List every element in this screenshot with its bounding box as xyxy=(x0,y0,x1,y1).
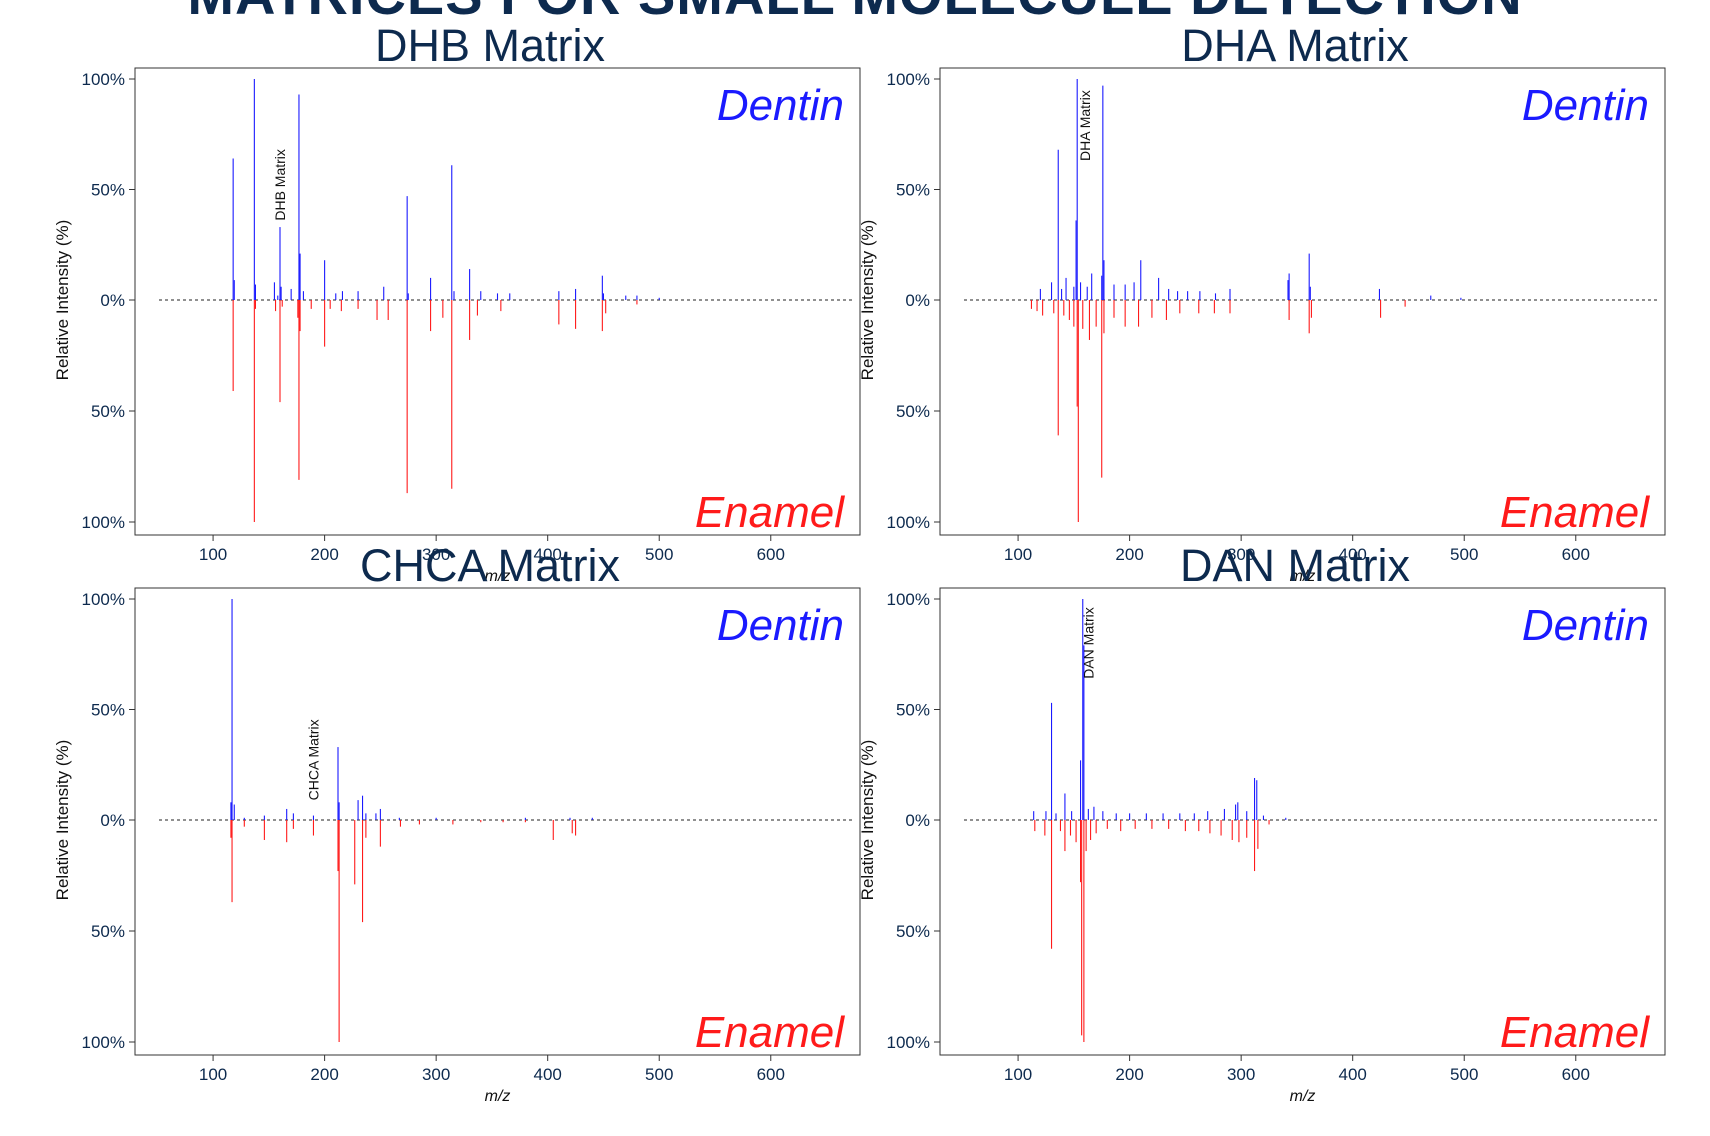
y-axis-label: Relative Intensity (%) xyxy=(53,220,72,381)
x-tick-label: 500 xyxy=(1450,1065,1478,1084)
x-tick-label: 200 xyxy=(1115,545,1143,564)
legend-dentin: Dentin xyxy=(717,601,844,650)
x-tick-label: 200 xyxy=(1115,1065,1143,1084)
legend-enamel: Enamel xyxy=(695,1008,845,1057)
x-tick-label: 600 xyxy=(1562,545,1590,564)
y-tick-label: 50% xyxy=(91,701,125,720)
y-tick-label: 100% xyxy=(887,70,930,89)
x-axis-label: m/z xyxy=(1290,568,1316,585)
legend-dentin: Dentin xyxy=(1522,81,1649,130)
matrix-annotation: CHCA Matrix xyxy=(305,719,321,800)
chart-panel-dan: DAN Matrix 100% 50% 0% 50% 100% Relative Inte… xyxy=(805,540,1685,1112)
chart-title: DHA Matrix xyxy=(1181,20,1409,71)
x-tick-label: 600 xyxy=(757,1065,785,1084)
x-tick-label: 100 xyxy=(1004,545,1032,564)
x-tick-label: 400 xyxy=(1339,1065,1367,1084)
y-tick-label: 100% xyxy=(82,590,125,609)
x-tick-label: 300 xyxy=(422,1065,450,1084)
y-tick-label: 0% xyxy=(905,811,930,830)
chart-title: DHB Matrix xyxy=(374,20,605,71)
x-tick-label: 200 xyxy=(310,545,338,564)
y-tick-label: 50% xyxy=(896,922,930,941)
x-tick-label: 400 xyxy=(534,545,562,564)
y-axis-label: Relative Intensity (%) xyxy=(53,740,72,901)
y-tick-label: 0% xyxy=(905,291,930,310)
x-tick-label: 600 xyxy=(757,545,785,564)
y-tick-label: 50% xyxy=(896,701,930,720)
legend-dentin: Dentin xyxy=(1522,601,1649,650)
plot-frame xyxy=(939,587,1666,1056)
legend-enamel: Enamel xyxy=(695,488,845,537)
chart-panel-dha: DHA Matrix 100% 50% 0% 50% 100% Relative Inte… xyxy=(805,20,1685,592)
x-tick-label: 300 xyxy=(1227,1065,1255,1084)
matrix-annotation: DAN Matrix xyxy=(1080,607,1096,679)
y-tick-label: 50% xyxy=(896,402,930,421)
spectrum-chart: 100% 50% 0% 50% 100% Relative Intensity (%) 10… xyxy=(858,67,1666,585)
y-tick-label: 100% xyxy=(887,513,930,532)
y-tick-label: 0% xyxy=(100,811,125,830)
x-tick-label: 500 xyxy=(645,545,673,564)
x-tick-label: 400 xyxy=(1339,545,1367,564)
y-axis-label: Relative Intensity (%) xyxy=(858,740,877,901)
legend-enamel: Enamel xyxy=(1500,1008,1650,1057)
y-tick-label: 100% xyxy=(82,1033,125,1052)
spectrum-chart: 100% 50% 0% 50% 100% Relative Intensity (%) 10… xyxy=(858,587,1666,1105)
y-tick-label: 0% xyxy=(100,291,125,310)
legend-dentin: Dentin xyxy=(717,81,844,130)
y-axis-label: Relative Intensity (%) xyxy=(858,220,877,381)
y-tick-label: 50% xyxy=(896,181,930,200)
x-tick-label: 500 xyxy=(1450,545,1478,564)
x-tick-label: 100 xyxy=(199,1065,227,1084)
chart-panel-dhb: DHB Matrix 100% 50% 0% 50% 100% Relative Inte… xyxy=(0,20,880,592)
y-tick-label: 50% xyxy=(91,402,125,421)
page-banner: MATRICES FOR SMALL MOLECULE DETECTION xyxy=(0,0,1710,27)
x-tick-label: 200 xyxy=(310,1065,338,1084)
y-tick-label: 50% xyxy=(91,922,125,941)
x-tick-label: 500 xyxy=(645,1065,673,1084)
x-tick-label: 300 xyxy=(1227,545,1255,564)
chart-panel-chca: CHCA Matrix 100% 50% 0% 50% 100% Relative Int… xyxy=(0,540,880,1112)
spectrum-chart: 100% 50% 0% 50% 100% Relative Intensity (%) 10… xyxy=(53,587,861,1105)
x-tick-label: 400 xyxy=(534,1065,562,1084)
plot-frame xyxy=(939,67,1666,536)
plot-frame xyxy=(134,67,861,536)
chart-title: CHCA Matrix xyxy=(359,540,621,591)
x-axis-label: m/z xyxy=(485,1088,511,1105)
spectrum-chart: 100% 50% 0% 50% 100% Relative Intensity (%) 10… xyxy=(53,67,861,585)
y-tick-label: 100% xyxy=(887,1033,930,1052)
x-tick-label: 300 xyxy=(422,545,450,564)
y-tick-label: 50% xyxy=(91,181,125,200)
y-tick-label: 100% xyxy=(82,70,125,89)
x-axis-label: m/z xyxy=(1290,1088,1316,1105)
matrix-annotation: DHA Matrix xyxy=(1077,90,1093,161)
matrix-annotation: DHB Matrix xyxy=(272,149,288,221)
legend-enamel: Enamel xyxy=(1500,488,1650,537)
x-tick-label: 100 xyxy=(1004,1065,1032,1084)
y-tick-label: 100% xyxy=(82,513,125,532)
x-axis-label: m/z xyxy=(485,568,511,585)
plot-frame xyxy=(134,587,861,1056)
y-tick-label: 100% xyxy=(887,590,930,609)
chart-title: DAN Matrix xyxy=(1179,540,1410,591)
x-tick-label: 100 xyxy=(199,545,227,564)
x-tick-label: 600 xyxy=(1562,1065,1590,1084)
